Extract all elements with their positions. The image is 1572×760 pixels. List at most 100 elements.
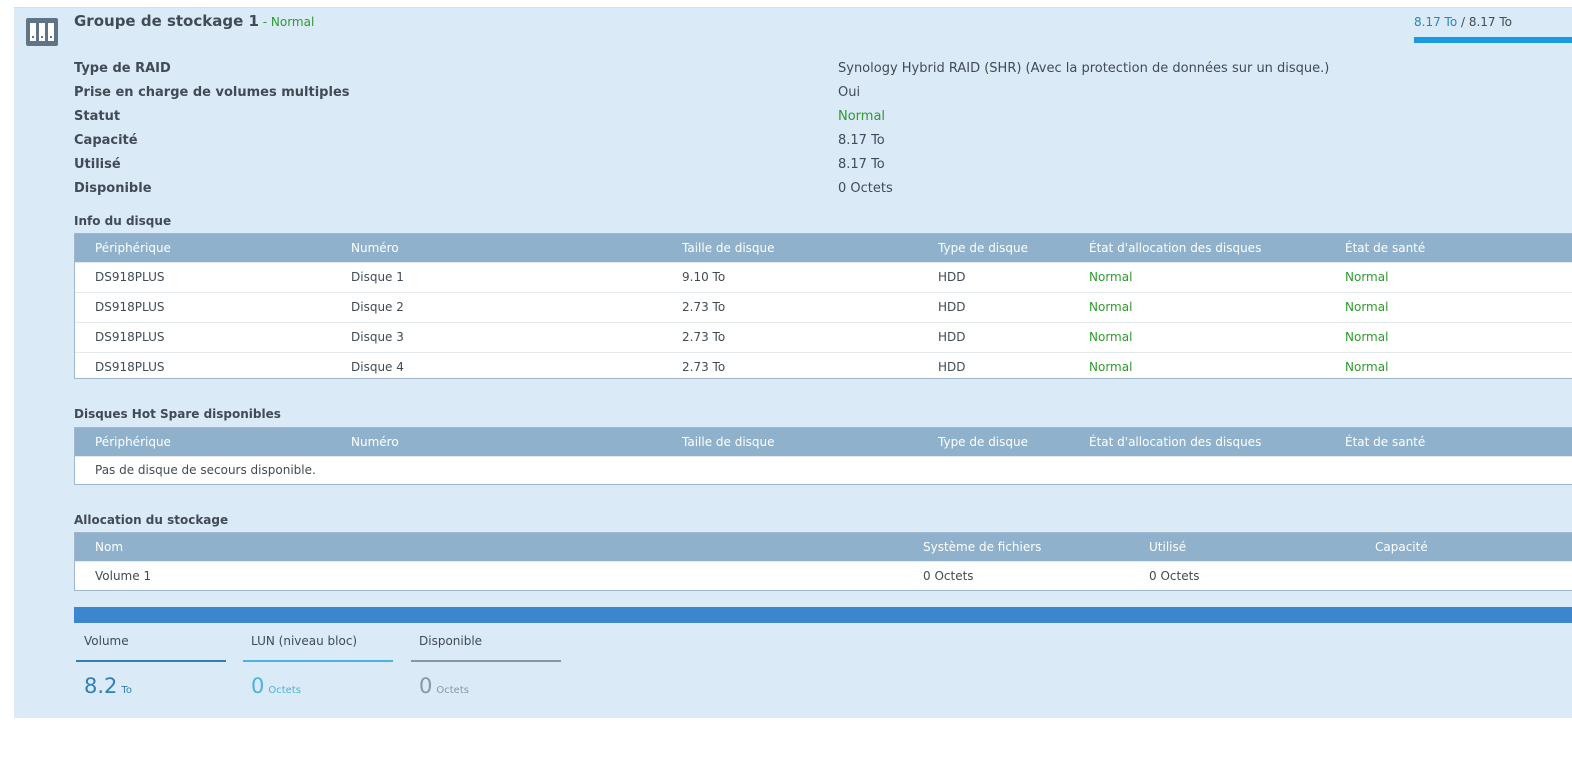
- stat-lun-unit: Octets: [268, 685, 301, 696]
- stat-lun-value: 0 Octets: [251, 674, 301, 698]
- prop-label-raid-type: Type de RAID: [74, 61, 171, 76]
- col-header-device[interactable]: Périphérique: [95, 241, 171, 255]
- stat-lun-underline: [243, 660, 393, 662]
- cell-health: Normal: [1345, 270, 1389, 284]
- pool-status: Normal: [270, 15, 315, 29]
- col-header-number[interactable]: Numéro: [351, 435, 399, 449]
- stat-volume-number: 8.2: [84, 674, 118, 698]
- cell-device: DS918PLUS: [95, 270, 165, 284]
- col-header-name[interactable]: Nom: [95, 540, 124, 554]
- pool-title: Groupe de stockage 1: [74, 12, 259, 30]
- col-header-allocation-state[interactable]: État d'allocation des disques: [1089, 241, 1262, 255]
- table-row[interactable]: DS918PLUS Disque 3 2.73 To HDD Normal No…: [75, 322, 1572, 352]
- usage-readout: 8.17 To / 8.17 To: [1414, 15, 1512, 29]
- stat-lun-number: 0: [251, 674, 265, 698]
- cell-health: Normal: [1345, 330, 1389, 344]
- empty-row: Pas de disque de secours disponible.: [75, 456, 1572, 486]
- cell-device: DS918PLUS: [95, 300, 165, 314]
- stat-volume-value: 8.2 To: [84, 674, 132, 698]
- cell-disk-type: HDD: [938, 360, 966, 374]
- cell-disk-size: 9.10 To: [682, 270, 726, 284]
- cell-number: Disque 2: [351, 300, 404, 314]
- cell-number: Disque 4: [351, 360, 404, 374]
- cell-disk-type: HDD: [938, 270, 966, 284]
- col-header-capacity[interactable]: Capacité: [1375, 540, 1428, 554]
- hot-spare-title: Disques Hot Spare disponibles: [74, 407, 281, 421]
- table-row[interactable]: DS918PLUS Disque 4 2.73 To HDD Normal No…: [75, 352, 1572, 382]
- usage-separator: /: [1457, 15, 1469, 29]
- prop-label-multi-volume: Prise en charge de volumes multiples: [74, 85, 350, 100]
- storage-pool-icon: [26, 18, 58, 46]
- prop-label-used: Utilisé: [74, 157, 121, 172]
- cell-number: Disque 3: [351, 330, 404, 344]
- col-header-disk-type[interactable]: Type de disque: [938, 241, 1028, 255]
- prop-label-available: Disponible: [74, 181, 152, 196]
- stat-available-underline: [411, 660, 561, 662]
- cell-filesystem: 0 Octets: [923, 569, 974, 583]
- cell-disk-size: 2.73 To: [682, 330, 726, 344]
- allocation-table: Nom Système de fichiers Utilisé Capacité…: [74, 532, 1572, 591]
- prop-value-raid-type: Synology Hybrid RAID (SHR) (Avec la prot…: [838, 61, 1330, 76]
- cell-disk-size: 2.73 To: [682, 360, 726, 374]
- col-header-disk-size[interactable]: Taille de disque: [682, 435, 775, 449]
- hot-spare-table: Périphérique Numéro Taille de disque Typ…: [74, 427, 1572, 485]
- stat-available-label: Disponible: [419, 634, 483, 648]
- cell-health: Normal: [1345, 300, 1389, 314]
- stat-available-value: 0 Octets: [419, 674, 469, 698]
- cell-name: Volume 1: [95, 569, 152, 583]
- cell-disk-type: HDD: [938, 330, 966, 344]
- usage-used: 8.17 To: [1414, 15, 1458, 29]
- col-header-used[interactable]: Utilisé: [1149, 540, 1187, 554]
- cell-used: 0 Octets: [1149, 569, 1200, 583]
- col-header-number[interactable]: Numéro: [351, 241, 399, 255]
- prop-value-used: 8.17 To: [838, 157, 885, 172]
- cell-device: DS918PLUS: [95, 330, 165, 344]
- table-row[interactable]: DS918PLUS Disque 2 2.73 To HDD Normal No…: [75, 292, 1572, 322]
- col-header-health[interactable]: État de santé: [1345, 435, 1426, 449]
- cell-allocation-state: Normal: [1089, 270, 1133, 284]
- stat-available-number: 0: [419, 674, 433, 698]
- stat-available: Disponible: [411, 634, 561, 662]
- stat-volume-unit: To: [121, 685, 132, 696]
- col-header-disk-type[interactable]: Type de disque: [938, 435, 1028, 449]
- prop-value-capacity: 8.17 To: [838, 133, 885, 148]
- stat-lun: LUN (niveau bloc): [243, 634, 393, 662]
- status-separator: -: [258, 15, 271, 29]
- prop-value-available: 0 Octets: [838, 181, 893, 196]
- prop-label-status: Statut: [74, 109, 121, 124]
- stat-available-unit: Octets: [436, 685, 469, 696]
- col-header-filesystem[interactable]: Système de fichiers: [923, 540, 1042, 554]
- col-header-allocation-state[interactable]: État d'allocation des disques: [1089, 435, 1262, 449]
- table-row[interactable]: Volume 1 0 Octets 0 Octets: [75, 561, 1572, 591]
- cell-allocation-state: Normal: [1089, 300, 1133, 314]
- empty-message: Pas de disque de secours disponible.: [95, 463, 316, 477]
- allocation-header: Nom Système de fichiers Utilisé Capacité: [75, 533, 1572, 561]
- stat-volume: Volume: [76, 634, 226, 662]
- usage-total: 8.17 To: [1468, 15, 1513, 29]
- disk-info-table: Périphérique Numéro Taille de disque Typ…: [74, 233, 1572, 379]
- col-header-health[interactable]: État de santé: [1345, 241, 1426, 255]
- cell-device: DS918PLUS: [95, 360, 165, 374]
- allocation-usage-bar: [74, 607, 1572, 623]
- hot-spare-header: Périphérique Numéro Taille de disque Typ…: [75, 428, 1572, 456]
- allocation-title: Allocation du stockage: [74, 513, 229, 527]
- col-header-disk-size[interactable]: Taille de disque: [682, 241, 775, 255]
- cell-disk-size: 2.73 To: [682, 300, 726, 314]
- cell-allocation-state: Normal: [1089, 330, 1133, 344]
- disk-info-header: Périphérique Numéro Taille de disque Typ…: [75, 234, 1572, 262]
- prop-value-status: Normal: [838, 109, 886, 124]
- cell-disk-type: HDD: [938, 300, 966, 314]
- prop-label-capacity: Capacité: [74, 133, 138, 148]
- stat-volume-underline: [76, 660, 226, 662]
- usage-bar: [1414, 37, 1572, 43]
- stat-volume-label: Volume: [84, 634, 129, 648]
- disk-info-title: Info du disque: [74, 214, 172, 228]
- cell-allocation-state: Normal: [1089, 360, 1133, 374]
- table-row[interactable]: DS918PLUS Disque 1 9.10 To HDD Normal No…: [75, 262, 1572, 292]
- col-header-device[interactable]: Périphérique: [95, 435, 171, 449]
- stat-lun-label: LUN (niveau bloc): [251, 634, 358, 648]
- cell-number: Disque 1: [351, 270, 404, 284]
- pool-title-line: Groupe de stockage 1 - Normal: [74, 12, 314, 30]
- cell-health: Normal: [1345, 360, 1389, 374]
- prop-value-multi-volume: Oui: [838, 85, 861, 100]
